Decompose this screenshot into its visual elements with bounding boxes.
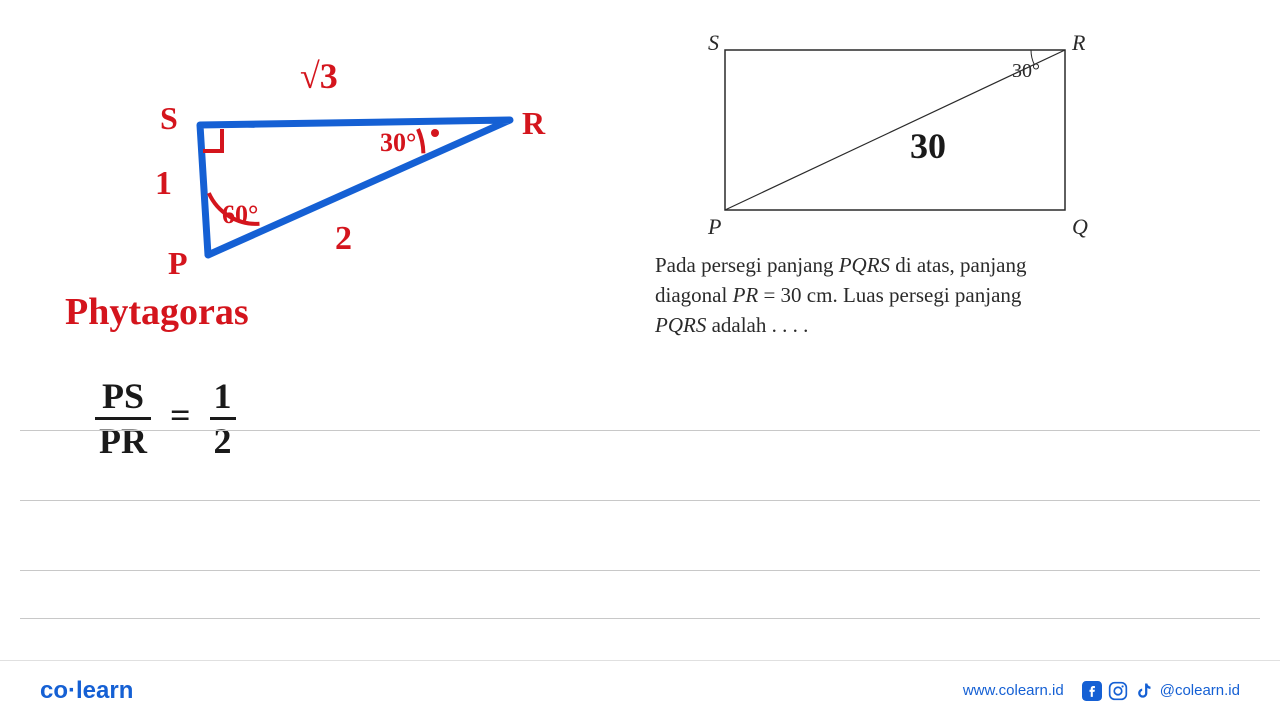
- ruled-line: [20, 430, 1260, 431]
- ruled-line: [20, 618, 1260, 619]
- instagram-icon[interactable]: [1108, 681, 1128, 701]
- brand-learn: learn: [76, 677, 133, 704]
- problem-caption: Pada persegi panjang PQRS di atas, panja…: [655, 250, 1175, 340]
- angle-30-print: 30°: [1012, 60, 1040, 83]
- footer-right: www.colearn.id @colearn.id: [963, 681, 1240, 701]
- right-rect-svg: [0, 0, 1280, 720]
- tiktok-icon[interactable]: [1134, 681, 1154, 701]
- social-group: @colearn.id: [1082, 681, 1240, 701]
- ruled-line: [20, 570, 1260, 571]
- rv-q: Q: [1072, 214, 1088, 240]
- caption-line: PQRS adalah . . . .: [655, 310, 1175, 340]
- caption-line: diagonal PR = 30 cm. Luas persegi panjan…: [655, 280, 1175, 310]
- brand-dot: ·: [68, 677, 76, 704]
- ruled-line: [20, 500, 1260, 501]
- rv-r: R: [1072, 30, 1085, 56]
- rv-s: S: [708, 30, 719, 56]
- brand-co: co: [40, 677, 68, 704]
- rv-p: P: [708, 214, 721, 240]
- canvas: S R P √3 1 2 30° 60° Phytagoras PS PR = …: [0, 0, 1280, 720]
- facebook-icon[interactable]: [1082, 681, 1102, 701]
- diagonal-30-hand: 30: [910, 125, 946, 167]
- footer: co·learn www.colearn.id @colearn.id: [0, 660, 1280, 720]
- website-link[interactable]: www.colearn.id: [963, 682, 1064, 699]
- brand-logo: co·learn: [40, 677, 133, 705]
- caption-line: Pada persegi panjang PQRS di atas, panja…: [655, 250, 1175, 280]
- social-handle[interactable]: @colearn.id: [1160, 682, 1240, 699]
